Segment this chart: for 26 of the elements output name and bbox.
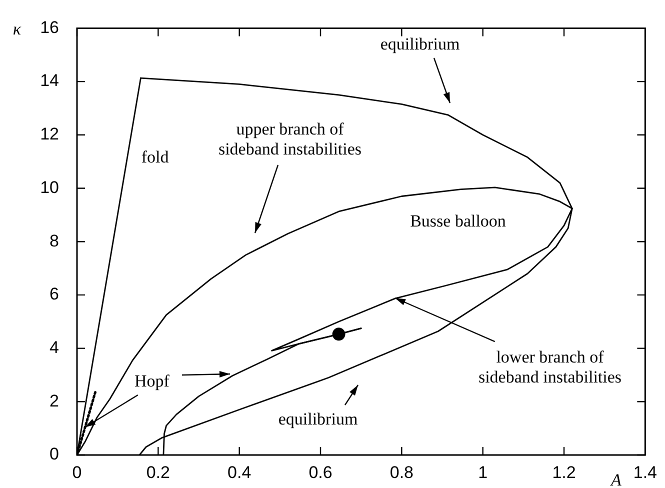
annotation: equilibrium [380, 34, 460, 54]
y-tick-label: 16 [40, 18, 59, 37]
annotation: Busse balloon [410, 211, 506, 230]
y-tick-label: 14 [40, 71, 59, 90]
x-tick-label: 1 [478, 462, 488, 482]
y-tick-label: 2 [50, 391, 59, 410]
y-tick-label: 4 [50, 338, 59, 357]
annotation: fold [141, 147, 170, 166]
y-tick-label: 10 [40, 178, 59, 197]
x-axis-title: A [610, 470, 622, 488]
annotation: equilibrium [278, 409, 358, 428]
annotation: lower branch of sideband instabilities [478, 347, 622, 386]
x-tick-label: 0.4 [228, 462, 252, 482]
x-tick-label: 1.2 [552, 462, 576, 482]
x-tick-label: 0.6 [308, 462, 332, 482]
x-tick-label: 0 [72, 462, 82, 482]
annotation: upper branch of sideband instabilities [218, 119, 362, 158]
x-tick-label: 0.2 [146, 462, 170, 482]
x-tick-label: 1.4 [633, 462, 658, 482]
y-tick-label: 6 [50, 284, 59, 304]
annotation: Hopf [134, 371, 170, 390]
y-tick-label: 0 [50, 444, 59, 464]
y-tick-label: 12 [40, 124, 59, 144]
y-tick-label: 8 [50, 231, 59, 250]
y-axis-title: κ [12, 20, 22, 39]
x-tick-label: 0.8 [390, 462, 414, 482]
